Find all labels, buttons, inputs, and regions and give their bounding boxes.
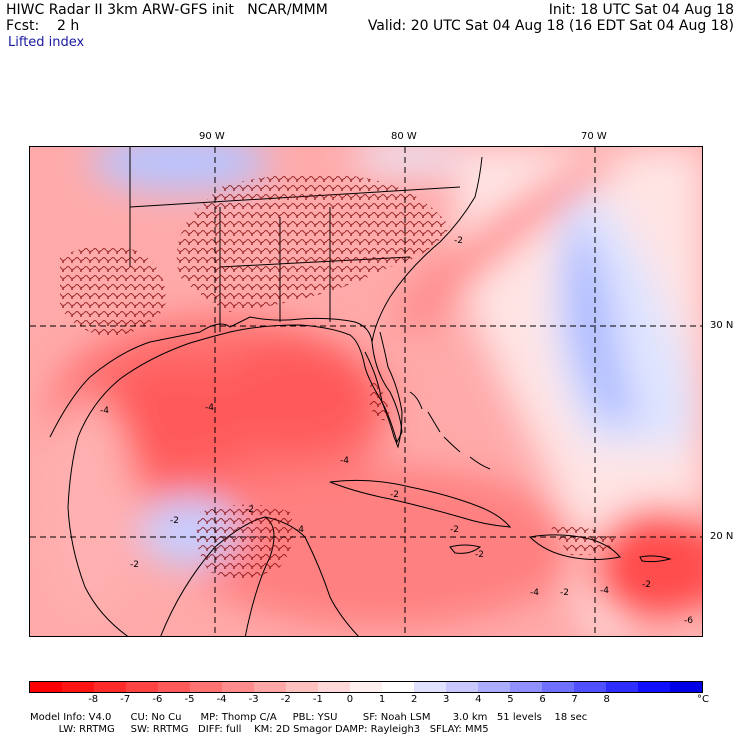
colorbar-tick-label: -8 — [88, 694, 99, 705]
contour-label: -4 — [100, 406, 109, 416]
contour-labels: -2 -4 -4 -2 -2 -2 -4 -2 -2 -4 -2 -2 -4 -… — [100, 236, 693, 626]
contour-label: -2 — [390, 490, 399, 500]
colorbar-swatch — [30, 682, 62, 692]
colorbar-swatch — [318, 682, 350, 692]
contour-label: -4 — [530, 588, 539, 598]
colorbar-swatch — [190, 682, 222, 692]
latlon-grid — [30, 147, 702, 636]
lat-label-30n: 30 N — [710, 320, 734, 331]
colorbar-swatch — [510, 682, 542, 692]
colorbar-tick-label: 0 — [346, 694, 354, 705]
colorbar-swatch — [94, 682, 126, 692]
lifted-index-map: -2 -4 -4 -2 -2 -2 -4 -2 -2 -4 -2 -2 -4 -… — [29, 146, 703, 637]
colorbar-tick-label: 1 — [378, 694, 386, 705]
colorbar-swatch — [222, 682, 254, 692]
colorbar-swatch — [606, 682, 638, 692]
lat-label-20n: 20 N — [710, 531, 734, 542]
map-canvas: -2 -4 -4 -2 -2 -2 -4 -2 -2 -4 -2 -2 -4 -… — [30, 147, 702, 636]
init-time: Init: 18 UTC Sat 04 Aug 18 — [548, 2, 734, 18]
contour-label: -2 — [454, 236, 463, 246]
colorbar-swatch — [414, 682, 446, 692]
model-info-line1: Model Info: V4.0 CU: No Cu MP: Thomp C/A… — [30, 712, 588, 723]
field-name: Lifted index — [8, 35, 85, 50]
colorbar-tick-label: 5 — [507, 694, 514, 705]
colorbar-tick-label: -2 — [280, 694, 291, 705]
colorbar-swatch — [126, 682, 158, 692]
contour-label: -2 — [560, 588, 569, 598]
contour-label: -4 — [295, 525, 304, 535]
forecast-hour: Fcst: 2 h — [6, 18, 80, 34]
lon-label-80w: 80 W — [391, 131, 417, 142]
colorbar-tick-label: -3 — [248, 694, 259, 705]
contour-label: -4 — [600, 586, 609, 596]
plot-title: HIWC Radar II 3km ARW-GFS init NCAR/MMM — [6, 2, 328, 18]
colorbar-swatch — [62, 682, 94, 692]
colorbar-swatch — [446, 682, 478, 692]
colorbar-unit: °C — [697, 694, 709, 705]
colorbar-swatch — [478, 682, 510, 692]
colorbar-swatch — [638, 682, 670, 692]
colorbar-tick-label: -4 — [216, 694, 227, 705]
colorbar-tick-label: -6 — [152, 694, 163, 705]
storm-contours — [60, 173, 620, 579]
valid-time: Valid: 20 UTC Sat 04 Aug 18 (16 EDT Sat … — [367, 18, 734, 34]
colorbar-tick-label: 3 — [443, 694, 450, 705]
colorbar-tick-label: 6 — [539, 694, 546, 705]
colorbar-tick-label: -7 — [120, 694, 131, 705]
contour-label: -2 — [450, 525, 459, 535]
colorbar-swatch — [542, 682, 574, 692]
contour-label: -2 — [642, 580, 651, 590]
colorbar-swatch — [158, 682, 190, 692]
contour-label: -4 — [205, 403, 214, 413]
colorbar-tick-label: 8 — [603, 694, 610, 705]
contour-label: -2 — [475, 550, 484, 560]
contour-label: -2 — [170, 516, 179, 526]
colorbar-tick-label: 2 — [410, 694, 418, 705]
colorbar — [29, 681, 703, 693]
lon-label-70w: 70 W — [581, 131, 607, 142]
colorbar-swatch — [670, 682, 702, 692]
colorbar-swatch — [574, 682, 606, 692]
colorbar-tick-label: -5 — [184, 694, 195, 705]
instability-field — [45, 147, 702, 636]
colorbar-tick-label: 4 — [475, 694, 482, 705]
colorbar-swatch — [286, 682, 318, 692]
colorbar-tick-label: 7 — [571, 694, 578, 705]
contour-label: -4 — [340, 456, 349, 466]
contour-label: -2 — [245, 505, 254, 515]
model-info-line2: LW: RRTMG SW: RRTMG DIFF: full KM: 2D Sm… — [30, 724, 489, 735]
contour-label: -6 — [684, 616, 693, 626]
colorbar-tick-label: -1 — [312, 694, 323, 705]
contour-label: -2 — [130, 560, 139, 570]
lon-label-90w: 90 W — [199, 131, 225, 142]
colorbar-swatch — [350, 682, 382, 692]
colorbar-swatch — [382, 682, 414, 692]
colorbar-swatch — [254, 682, 286, 692]
